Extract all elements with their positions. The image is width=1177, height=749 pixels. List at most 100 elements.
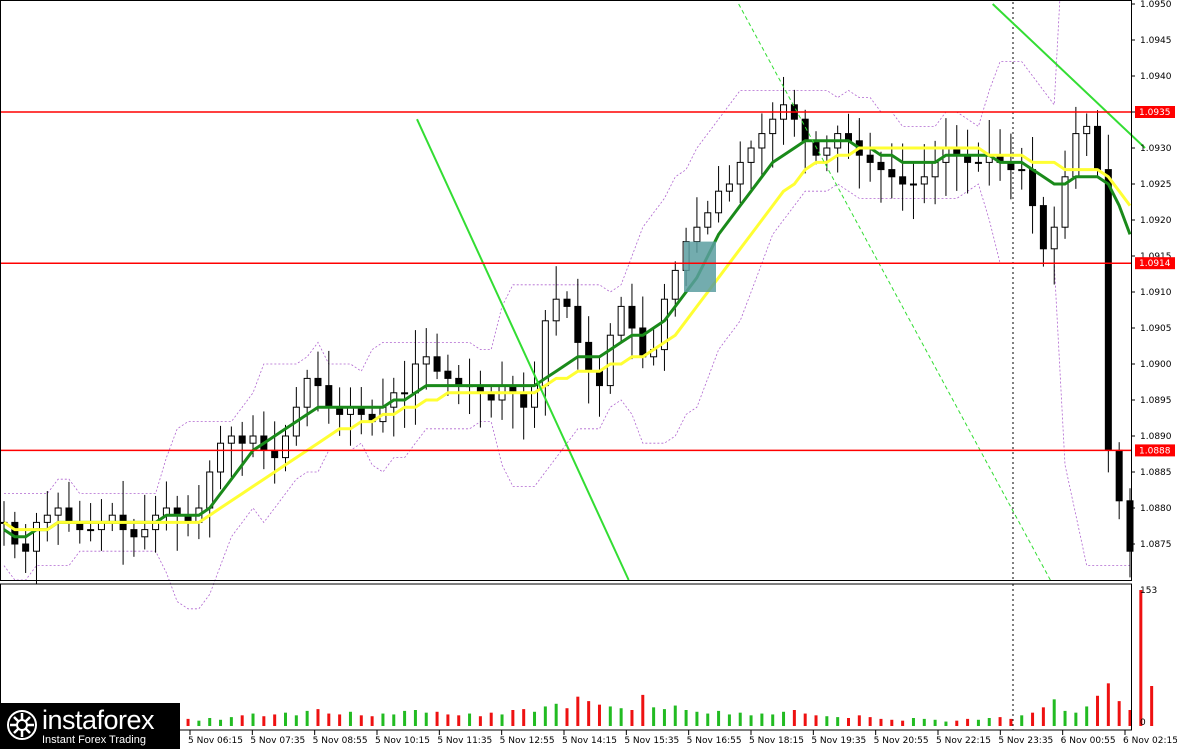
price-tick-label: 1.0910 bbox=[1140, 288, 1172, 298]
volume-bar bbox=[262, 716, 266, 726]
bullish-candle bbox=[303, 377, 311, 408]
volume-bar bbox=[587, 701, 591, 726]
bearish-candle bbox=[22, 543, 30, 552]
bullish-candle bbox=[227, 435, 235, 444]
volume-bar bbox=[1052, 699, 1056, 726]
price-tick-label: 1.0900 bbox=[1140, 360, 1172, 370]
bearish-candle bbox=[444, 370, 452, 379]
volume-bar bbox=[955, 720, 959, 726]
volume-bar bbox=[608, 706, 612, 726]
volume-bar bbox=[522, 709, 526, 726]
volume-bar bbox=[771, 714, 775, 726]
volume-bar bbox=[1020, 715, 1024, 726]
volume-bar bbox=[727, 714, 731, 726]
bullish-candle bbox=[693, 226, 701, 243]
volume-bar bbox=[370, 716, 374, 726]
volume-bar bbox=[933, 719, 937, 726]
volume-bar bbox=[890, 719, 894, 726]
price-tick-label: 1.0925 bbox=[1140, 180, 1172, 190]
bullish-candle bbox=[715, 190, 723, 214]
trend-line bbox=[738, 3, 1051, 581]
bearish-candle bbox=[130, 529, 138, 538]
level-price-tag bbox=[1135, 257, 1175, 270]
volume-bar bbox=[327, 713, 331, 726]
volume-bar bbox=[684, 710, 688, 726]
time-tick-label: 5 Nov 22:15 bbox=[936, 736, 991, 746]
price-tick-label: 1.0945 bbox=[1140, 36, 1172, 46]
volume-bar bbox=[836, 717, 840, 726]
bearish-candle bbox=[433, 356, 441, 372]
volume-bar bbox=[403, 710, 407, 726]
volume-bar bbox=[543, 706, 547, 726]
envelope-upper-line bbox=[4, 0, 1061, 494]
bearish-candle bbox=[595, 370, 603, 387]
volume-bar bbox=[338, 714, 342, 726]
volume-bar bbox=[901, 720, 905, 726]
bullish-candle bbox=[758, 133, 766, 149]
volume-bar bbox=[1106, 683, 1110, 726]
bullish-candle bbox=[401, 392, 409, 395]
volume-bar bbox=[348, 711, 352, 726]
volume-bar bbox=[305, 710, 309, 726]
price-tick-label: 1.0885 bbox=[1140, 468, 1172, 478]
time-tick-label: 5 Nov 16:55 bbox=[687, 736, 742, 746]
bullish-candle bbox=[422, 356, 430, 365]
time-tick-label: 5 Nov 15:35 bbox=[624, 736, 679, 746]
volume-bar bbox=[998, 717, 1002, 726]
volume-bar bbox=[316, 709, 320, 726]
volume-bar bbox=[478, 716, 482, 726]
bearish-candle bbox=[899, 176, 907, 185]
time-tick-label: 5 Nov 12:55 bbox=[500, 736, 555, 746]
bearish-candle bbox=[877, 161, 885, 171]
bearish-candle bbox=[563, 298, 571, 307]
volume-bar bbox=[1009, 718, 1013, 726]
bearish-candle bbox=[1126, 500, 1134, 552]
volume-bar bbox=[554, 703, 558, 726]
bullish-candle bbox=[974, 161, 982, 164]
volume-bar bbox=[424, 712, 428, 726]
bullish-candle bbox=[206, 471, 214, 509]
bullish-candle bbox=[141, 529, 149, 538]
bearish-candle bbox=[866, 154, 874, 163]
bearish-candle bbox=[11, 521, 19, 545]
price-tick-label: 1.0880 bbox=[1140, 504, 1172, 514]
bearish-candle bbox=[1029, 169, 1037, 207]
price-tick-label: 1.0890 bbox=[1140, 432, 1172, 442]
volume-bar bbox=[500, 714, 504, 726]
volume-bar bbox=[359, 715, 363, 726]
volume-bar bbox=[597, 704, 601, 726]
bullish-candle bbox=[617, 305, 625, 336]
bullish-candle bbox=[1061, 176, 1069, 228]
bullish-candle bbox=[249, 435, 257, 444]
bullish-candle bbox=[282, 435, 289, 459]
volume-bar bbox=[619, 708, 623, 726]
volume-bar bbox=[987, 718, 991, 726]
volume-bar bbox=[1117, 701, 1121, 726]
level-price-label: 1.0914 bbox=[1139, 259, 1171, 269]
logo-name: instaforex bbox=[42, 705, 155, 735]
time-tick-label: 5 Nov 11:35 bbox=[437, 736, 492, 746]
volume-bar bbox=[944, 721, 948, 726]
bullish-candle bbox=[1050, 226, 1058, 250]
bearish-candle bbox=[314, 377, 322, 387]
price-tick-label: 1.0905 bbox=[1140, 324, 1172, 334]
volume-bar bbox=[284, 712, 287, 726]
time-axis: 5 Nov 06:15 5 Nov 07:35 5 Nov 08:55 5 Nov 1… bbox=[188, 730, 1177, 746]
price-tick-label: 1.0920 bbox=[1140, 216, 1172, 226]
volume-bar bbox=[814, 715, 818, 726]
bullish-candle bbox=[531, 385, 539, 408]
volume-bar bbox=[792, 710, 796, 726]
volume-bar bbox=[229, 717, 233, 726]
time-tick-label: 5 Nov 20:55 bbox=[874, 736, 929, 746]
trend-line bbox=[991, 3, 1146, 149]
volume-bar bbox=[1128, 710, 1132, 726]
volume-bar bbox=[911, 718, 915, 726]
price-tick-label: 1.0915 bbox=[1140, 252, 1172, 262]
bearish-candle bbox=[325, 385, 333, 408]
volume-bar bbox=[825, 716, 829, 726]
volume-bar bbox=[1096, 695, 1100, 726]
volume-bar bbox=[630, 710, 634, 726]
volume-pane-frame bbox=[0, 583, 1132, 731]
moving-average-yellow-line bbox=[3, 146, 1132, 532]
